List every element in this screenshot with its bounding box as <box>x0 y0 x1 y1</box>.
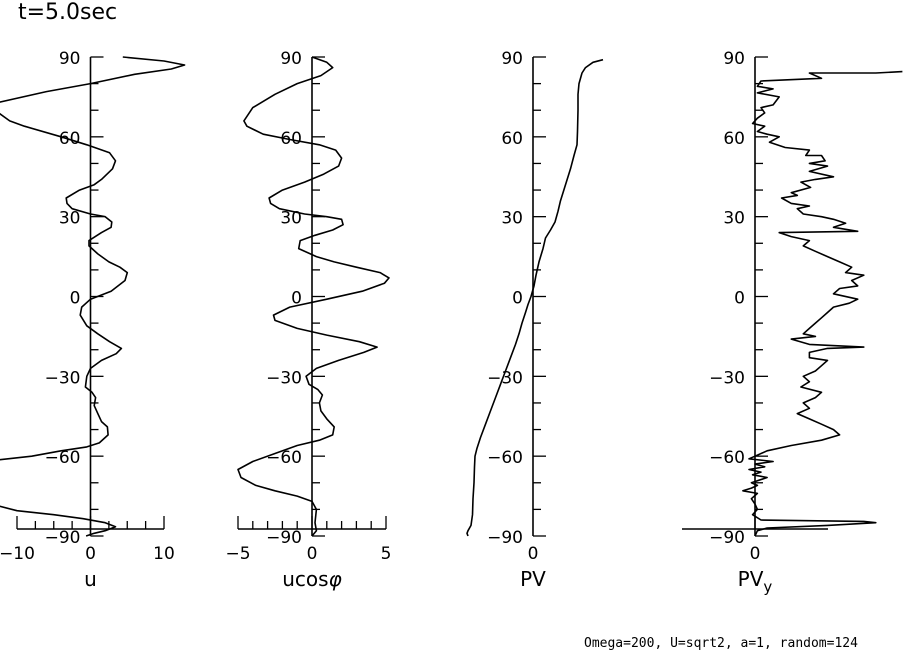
y-tick-label: −90 <box>266 528 302 548</box>
y-tick-label: −30 <box>45 368 81 388</box>
y-tick-label: −30 <box>266 368 302 388</box>
chart-title: t=5.0sec <box>18 0 118 25</box>
y-tick-label: 90 <box>280 49 302 69</box>
y-tick-label: 30 <box>501 209 523 229</box>
data-curve <box>0 56 186 537</box>
y-tick-label: 60 <box>723 129 745 149</box>
x-axis-label: u <box>84 567 97 591</box>
data-curve <box>742 70 903 537</box>
y-tick-label: −60 <box>709 448 745 468</box>
y-tick-label: 90 <box>59 49 81 69</box>
x-axis-label: ucosφ <box>282 567 342 591</box>
x-tick-label: 0 <box>307 544 318 564</box>
x-axis-label: PVy <box>738 567 773 596</box>
x-tick-label: 0 <box>750 544 761 564</box>
y-tick-label: 30 <box>280 209 302 229</box>
x-tick-label: 0 <box>528 544 539 564</box>
y-tick-label: −90 <box>709 528 745 548</box>
y-tick-label: −60 <box>487 448 523 468</box>
x-tick-label: −5 <box>225 544 250 564</box>
y-tick-label: −60 <box>45 448 81 468</box>
y-tick-label: −60 <box>266 448 302 468</box>
y-tick-label: −30 <box>709 368 745 388</box>
x-tick-label: 0 <box>85 544 96 564</box>
x-tick-label: −10 <box>0 544 35 564</box>
y-tick-label: 0 <box>512 289 523 309</box>
parameters-footer: Omega=200, U=sqrt2, a=1, random=124 <box>584 636 858 651</box>
x-tick-label: 10 <box>153 544 175 564</box>
y-tick-label: 0 <box>734 289 745 309</box>
y-tick-label: 60 <box>280 129 302 149</box>
y-tick-label: 30 <box>59 209 81 229</box>
y-tick-label: 90 <box>501 49 523 69</box>
y-tick-label: 0 <box>70 289 81 309</box>
y-tick-label: 60 <box>501 129 523 149</box>
y-tick-label: 90 <box>723 49 745 69</box>
panel-ucosphi: −90 −60 −30 0 30 60 90 −5 0 5 ucosφ <box>225 49 391 591</box>
y-tick-label: −30 <box>487 368 523 388</box>
y-tick-label: −90 <box>487 528 523 548</box>
y-tick-label: 0 <box>291 289 302 309</box>
y-tick-label: 30 <box>723 209 745 229</box>
panel-pvy: −90 −60 −30 0 30 60 90 0 PVy <box>682 49 903 596</box>
data-curve <box>466 58 604 537</box>
x-axis-label: PV <box>520 567 546 591</box>
y-tick-label: −90 <box>45 528 81 548</box>
panel-pv: −90 −60 −30 0 30 60 90 0 PV <box>466 49 604 591</box>
x-tick-label: 5 <box>381 544 392 564</box>
data-curve <box>237 56 390 537</box>
